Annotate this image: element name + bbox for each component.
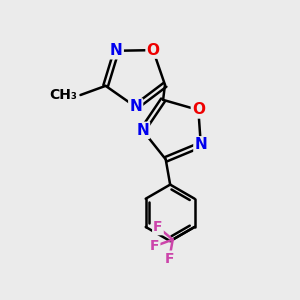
Text: N: N	[110, 43, 123, 58]
Text: O: O	[192, 103, 205, 118]
Text: N: N	[136, 123, 149, 138]
Text: CH₃: CH₃	[50, 88, 77, 102]
Text: F: F	[150, 239, 159, 253]
Text: N: N	[129, 99, 142, 114]
Text: O: O	[146, 43, 160, 58]
Text: F: F	[165, 252, 174, 266]
Text: N: N	[194, 137, 207, 152]
Text: F: F	[153, 220, 163, 234]
